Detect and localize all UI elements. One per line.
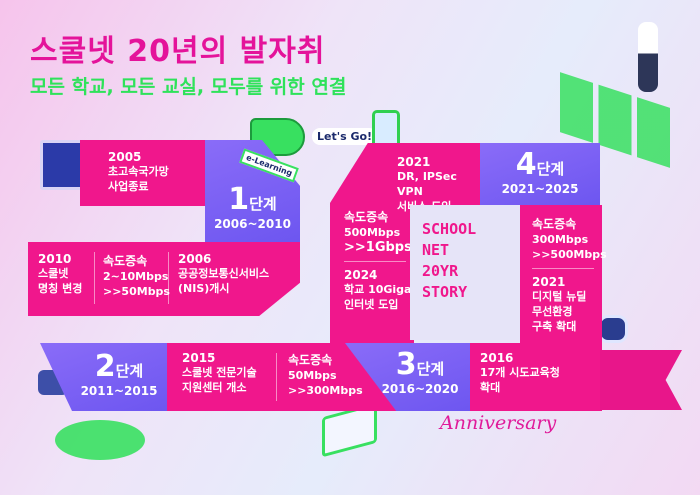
speed-3: 속도증속 300Mbps >>500Mbps: [532, 217, 607, 261]
right-column: 속도증속 300Mbps >>500Mbps 2021 디지털 뉴딜 무선환경 구축 확대: [520, 205, 607, 345]
speed-2: 속도증속 50Mbps >>300Mbps: [288, 353, 363, 397]
event-2010: 2010 스쿨넷 명칭 변경: [38, 252, 83, 295]
event-2016: 2016 17개 시도교육청 확대: [470, 343, 602, 411]
ribbon-tail: [600, 350, 682, 410]
story-line: STORY: [422, 283, 468, 301]
event-2005: 2005 초고속국가망 사업종료: [80, 140, 208, 206]
row-2010-2006: [28, 242, 300, 316]
story-panel: SCHOOL NET 20YR STORY: [410, 205, 522, 340]
speed-4: 속도증속 500Mbps >>1Gbps: [344, 210, 412, 255]
anniversary-text: Anniversary: [440, 412, 557, 434]
teacher-illustration: [638, 22, 658, 92]
stage-4: 4단계 2021~2025: [480, 143, 600, 205]
story-line: NET: [422, 241, 450, 259]
story-line: SCHOOL: [422, 220, 477, 238]
story-line: 20YR: [422, 262, 459, 280]
speech-bubble: Let's Go!: [312, 128, 378, 145]
students-illustration: [55, 420, 145, 460]
event-2015: 2015 스쿨넷 전문기술 지원센터 개소: [182, 351, 257, 394]
event-2006: 2006 공공정보통신서비스 (NIS)개시: [178, 252, 270, 295]
subtitle: 모든 학교, 모든 교실, 모두를 위한 연결: [30, 76, 347, 98]
page-title: 스쿨넷 20년의 발자취: [30, 34, 326, 69]
event-2024: 2024 학교 10Giga 인터넷 도입: [344, 268, 412, 311]
event-2021-newdeal: 2021 디지털 뉴딜 무선환경 구축 확대: [532, 275, 587, 333]
speed-1: 속도증속 2~10Mbps >>50Mbps: [103, 254, 170, 298]
robot-icon: [598, 315, 628, 343]
stage-2: 2단계 2011~2015: [40, 343, 168, 411]
